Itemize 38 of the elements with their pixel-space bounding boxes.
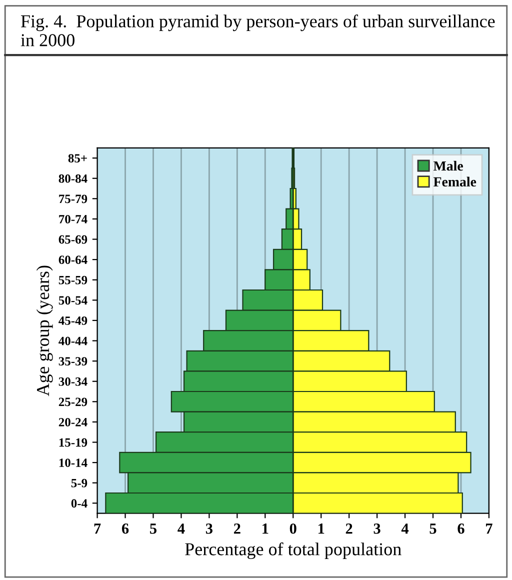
y-tick-label: 10-14 <box>59 458 88 468</box>
y-tick-label: 30-34 <box>58 377 88 386</box>
y-tick-label: 70-74 <box>59 214 88 224</box>
x-tick-label: 1 <box>262 524 268 534</box>
x-tick-label: 1 <box>318 524 324 534</box>
y-tick-label: 85+ <box>68 154 87 163</box>
x-tick-label: 3 <box>206 524 212 534</box>
y-tick-label: 75-79 <box>59 194 88 204</box>
x-tick-label: 2 <box>234 524 240 534</box>
y-tick-label: 40-44 <box>58 336 88 346</box>
x-tick-label: 7 <box>94 524 101 534</box>
y-tick-label: 0-4 <box>71 499 88 508</box>
x-tick-label: 7 <box>486 524 492 534</box>
x-axis-title: Percentage of total population <box>185 542 402 560</box>
y-axis-title: Age group (years) <box>36 266 53 396</box>
y-tick-label: 55-59 <box>58 276 88 284</box>
y-tick-label: 80-84 <box>58 174 88 183</box>
x-tick-label: 6 <box>122 524 129 534</box>
y-tick-label: 60-64 <box>58 256 88 264</box>
y-tick-label: 45-49 <box>58 316 88 325</box>
x-tick-label: 0 <box>290 523 296 534</box>
y-tick-label: 25-29 <box>58 398 88 406</box>
y-tick-label: 20-24 <box>58 418 88 426</box>
y-tick-label: 35-39 <box>58 357 88 366</box>
x-tick-label: 4 <box>401 524 409 534</box>
x-tick-label: 2 <box>346 524 352 534</box>
y-tick-label: 65-69 <box>58 235 88 244</box>
x-tick-label: 6 <box>458 524 464 534</box>
y-tick-label: 50-54 <box>58 296 88 305</box>
x-tick-label: 5 <box>150 524 156 534</box>
legend-label: Female <box>434 176 476 187</box>
x-tick-label: 3 <box>374 524 380 534</box>
x-tick-label: 4 <box>178 524 185 534</box>
y-tick-label: 15-19 <box>59 438 88 447</box>
chart-title: Fig. 4. Population pyramid by person-years of urban surveillance in 2000 <box>20 14 495 46</box>
x-tick-label: 5 <box>430 524 436 534</box>
legend-label: Male <box>434 160 463 171</box>
y-tick-label: 5-9 <box>71 478 88 488</box>
